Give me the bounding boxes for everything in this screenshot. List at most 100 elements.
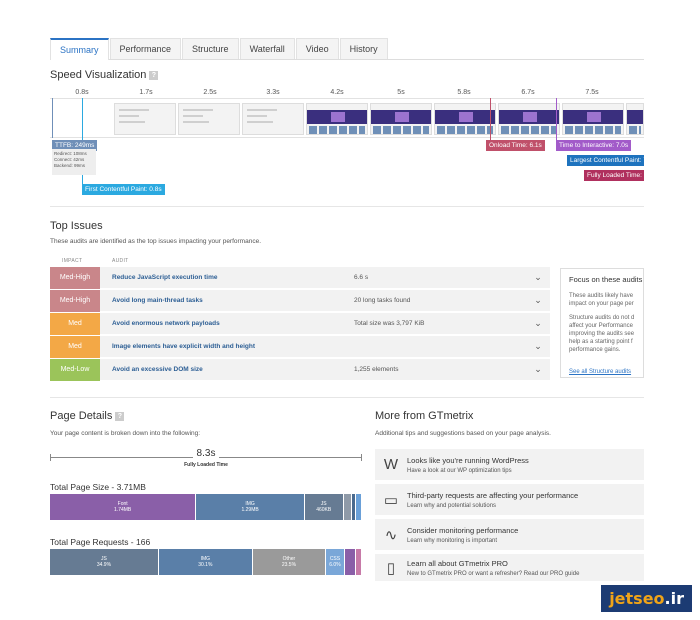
focus-line: Structure audits do not d: [569, 315, 635, 321]
section-divider: [50, 206, 644, 207]
focus-line: performance gains.: [569, 347, 621, 353]
bar-segment: IMG 1.29MB: [196, 494, 305, 520]
tab-video[interactable]: Video: [295, 38, 339, 59]
watermark-tld: .ir: [664, 589, 684, 608]
focus-line: help as a starting point f: [569, 339, 633, 345]
fully-loaded-indicator: 8.3s Fully Loaded Time: [50, 446, 362, 472]
chevron-down-icon[interactable]: ⌄: [534, 295, 542, 305]
segment-value: 30.1%: [198, 562, 213, 568]
fully-loaded-label: Fully Loaded Time: [184, 462, 228, 468]
audit-name[interactable]: Image elements have explicit width and h…: [112, 343, 256, 350]
watermark-brand: jetseo: [609, 589, 665, 608]
filmstrip: [50, 98, 644, 138]
more-subtitle: Additional tips and suggestions based on…: [375, 430, 551, 437]
tip-desc: New to GTmetrix PRO or want a refresher?…: [407, 570, 580, 577]
tip-third-party[interactable]: ▭ Third-party requests are affecting you…: [375, 484, 644, 517]
issue-row[interactable]: Med-High Avoid long main-thread tasks 20…: [50, 289, 550, 312]
tip-title[interactable]: Learn all about GTmetrix PRO: [407, 558, 508, 568]
help-icon[interactable]: ?: [115, 411, 125, 421]
tab-performance[interactable]: Performance: [109, 38, 182, 59]
page-size-title: Total Page Size - 3.71MB: [50, 482, 146, 492]
ttfb-marker: [52, 98, 53, 138]
watermark-logo: jetseo.ir: [601, 585, 692, 612]
tip-title[interactable]: Third-party requests are affecting your …: [407, 490, 579, 500]
document-icon: ▭: [383, 491, 399, 509]
lcp-badge: Largest Contentful Paint: 7: [567, 155, 644, 166]
fully-loaded-value-wrap: 8.3s: [50, 448, 362, 459]
tip-wordpress[interactable]: W Looks like you're running WordPress Hav…: [375, 449, 644, 482]
segment-label: JS: [101, 556, 107, 562]
tip-title[interactable]: Looks like you're running WordPress: [407, 455, 529, 465]
bar-segment: [344, 549, 357, 575]
issue-row[interactable]: Med-High Reduce JavaScript execution tim…: [50, 266, 550, 289]
tip-pro[interactable]: ▯ Learn all about GTmetrix PRO New to GTm…: [375, 554, 644, 583]
time-label: 0.8s: [75, 89, 89, 96]
more-title: More from GTmetrix: [375, 410, 474, 422]
focus-panel: Focus on these audits These audits likel…: [560, 268, 644, 378]
audit-header: AUDIT: [112, 258, 129, 264]
page-requests-title: Total Page Requests - 166: [50, 537, 151, 547]
segment-value: 6.0%: [329, 562, 341, 568]
pulse-icon: ∿: [384, 526, 398, 544]
audit-name[interactable]: Avoid an excessive DOM size: [112, 366, 203, 373]
focus-line: impact on your page per: [569, 301, 634, 307]
tip-title[interactable]: Consider monitoring performance: [407, 525, 519, 535]
help-icon[interactable]: ?: [149, 70, 159, 80]
tab-summary[interactable]: Summary: [50, 38, 109, 60]
issue-row[interactable]: Med Image elements have explicit width a…: [50, 335, 550, 358]
chevron-down-icon[interactable]: ⌄: [534, 318, 542, 328]
time-label: 6.7s: [521, 89, 535, 96]
ttfb-badge: TTFB: 249ms: [52, 140, 98, 151]
audit-detail: 20 long tasks found: [354, 297, 411, 304]
time-label: 3.3s: [266, 89, 280, 96]
bar-segment: JS 460KB: [304, 494, 344, 520]
ttfb-breakdown: Redirect: 108ms Connect: 42ms Backend: 9…: [52, 149, 96, 175]
issue-row[interactable]: Med Avoid enormous network payloads Tota…: [50, 312, 550, 335]
filmstrip-frame[interactable]: [242, 103, 304, 135]
onload-badge: Onload Time: 6.1s: [486, 140, 545, 151]
segment-label: CSS: [329, 556, 341, 562]
segment-value: 34.9%: [96, 562, 112, 568]
tab-structure[interactable]: Structure: [182, 38, 239, 59]
tip-monitoring[interactable]: ∿ Consider monitoring performance Learn w…: [375, 519, 644, 552]
see-all-structure-audits-link[interactable]: See all Structure audits: [569, 369, 632, 375]
audit-name[interactable]: Avoid enormous network payloads: [112, 320, 220, 327]
tab-waterfall[interactable]: Waterfall: [239, 38, 295, 59]
bar-segment: CSS 6.0%: [326, 549, 345, 575]
bar-segment: [356, 549, 362, 575]
audit-detail: 6.6 s: [354, 274, 369, 281]
filmstrip-frame[interactable]: [562, 103, 624, 135]
filmstrip-frame[interactable]: [626, 103, 644, 135]
filmstrip-frame[interactable]: [370, 103, 432, 135]
page-details-subtitle: Your page content is broken down into th…: [50, 430, 201, 437]
focus-text: Structure audits do not d affect your Pe…: [569, 314, 635, 354]
backend-time: Backend: 99ms: [54, 163, 86, 168]
redirect-time: Redirect: 108ms: [54, 151, 87, 156]
impact-badge: Med: [50, 335, 100, 358]
speed-visualization-label: Speed Visualization: [50, 69, 147, 81]
filmstrip-frame[interactable]: [114, 103, 176, 135]
tip-desc: Have a look at our WP optimization tips: [407, 467, 512, 474]
audit-name[interactable]: Reduce JavaScript execution time: [112, 274, 218, 281]
focus-title: Focus on these audits: [569, 275, 643, 284]
tab-history[interactable]: History: [339, 38, 388, 59]
focus-line: improving the audits see: [569, 331, 635, 337]
focus-line: affect your Performance: [569, 323, 633, 329]
chevron-down-icon[interactable]: ⌄: [534, 272, 542, 282]
onload-marker: [490, 98, 491, 144]
bar-segment: [343, 494, 352, 520]
chevron-down-icon[interactable]: ⌄: [534, 364, 542, 374]
chevron-down-icon[interactable]: ⌄: [534, 341, 542, 351]
filmstrip-frame[interactable]: [306, 103, 368, 135]
filmstrip-frame[interactable]: [434, 103, 496, 135]
segment-value: 460KB: [316, 507, 332, 513]
tti-marker: [556, 98, 557, 144]
audit-name[interactable]: Avoid long main-thread tasks: [112, 297, 203, 304]
section-divider: [50, 397, 644, 398]
issue-row[interactable]: Med-Low Avoid an excessive DOM size 1,25…: [50, 358, 550, 381]
filmstrip-frame[interactable]: [498, 103, 560, 135]
tip-desc: Learn why monitoring is important: [407, 537, 498, 544]
focus-line: These audits likely have: [569, 293, 634, 299]
speed-visualization-title: Speed Visualization?: [50, 69, 159, 81]
filmstrip-frame[interactable]: [178, 103, 240, 135]
